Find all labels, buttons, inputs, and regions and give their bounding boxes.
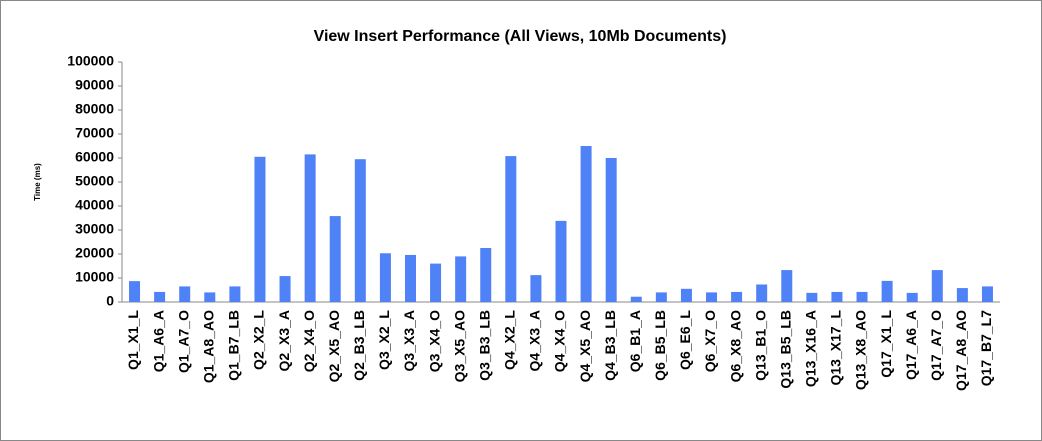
bar [505,156,517,302]
x-tick-label: Q17_A7_O [928,310,944,381]
x-tick-label: Q17_A8_AO [953,310,969,391]
x-tick-label: Q3_X5_AO [451,310,467,382]
y-tick-label: 70000 [75,125,114,141]
bar [605,158,617,302]
bar [304,154,316,302]
bar [806,292,818,302]
bar [906,292,918,302]
bar [856,291,868,302]
bar [706,292,718,302]
bar [379,253,391,302]
x-tick-label: Q6_X8_AO [727,310,743,382]
bar [430,263,442,302]
y-tick-label: 50000 [75,173,114,189]
bar [254,156,266,302]
bar [956,288,968,302]
bar [680,288,692,302]
x-tick-label: Q6_E6_L [677,310,693,370]
x-tick-label: Q4_X2_L [502,310,518,370]
x-tick-label: Q13_B1_O [752,310,768,381]
x-tick-label: Q4_B3_LB [602,310,618,381]
bar [480,248,492,302]
x-tick-label: Q1_A6_A [150,310,166,372]
bar [630,296,642,302]
y-tick-label: 20000 [75,245,114,261]
bar [781,270,793,302]
bar [279,276,291,302]
x-tick-label: Q6_B5_LB [652,310,668,381]
x-tick-label: Q3_X4_O [426,310,442,372]
bar [404,254,416,302]
x-tick-label: Q3_B3_LB [476,310,492,381]
bar [129,281,141,302]
x-tick-label: Q2_X2_L [251,310,267,370]
y-tick-label: 0 [106,293,114,309]
x-tick-label: Q1_X1_L [125,310,141,370]
x-tick-label: Q3_X3_A [401,310,417,371]
x-tick-label: Q13_B5_LB [777,310,793,389]
x-tick-label: Q17_B7_L7 [978,310,994,386]
bar [555,220,567,302]
bar [580,146,592,302]
x-tick-label: Q2_B3_LB [351,310,367,381]
x-tick-label: Q6_X7_O [702,310,718,372]
y-tick-label: 80000 [75,101,114,117]
bar [731,291,743,302]
x-tick-label: Q17_X1_L [878,310,894,378]
bar [179,286,191,302]
x-tick-label: Q13_X16_A [803,310,819,387]
bar [154,291,166,302]
y-axis-label: Time (ms) [33,163,42,201]
x-tick-label: Q4_X3_A [527,310,543,371]
x-tick-label: Q2_X3_A [276,310,292,371]
x-tick-label: Q1_A8_AO [201,310,217,383]
x-tick-label: Q13_X8_AO [853,310,869,390]
x-tick-label: Q3_X2_L [376,310,392,370]
x-tick-label: Q2_X4_O [301,310,317,372]
bar [455,256,467,302]
x-tick-label: Q4_X5_AO [577,310,593,382]
bar [329,216,341,302]
y-tick-label: 10000 [75,269,114,285]
y-tick-label: 100000 [67,53,114,69]
bar [354,159,366,302]
x-tick-label: Q2_X5_AO [326,310,342,382]
y-tick-label: 30000 [75,221,114,237]
x-tick-label: Q4_X4_O [552,310,568,372]
bar [530,275,542,302]
bar [981,286,993,302]
bar [756,284,768,302]
x-tick-label: Q1_A7_O [175,310,191,373]
x-tick-label: Q17_A6_A [903,310,919,380]
bar [204,292,216,302]
x-tick-label: Q6_B1_A [627,310,643,372]
chart-title: View Insert Performance (All Views, 10Mb… [314,28,727,45]
y-tick-label: 60000 [75,149,114,165]
bar [831,291,843,302]
x-tick-label: Q13_X17_L [828,310,844,386]
bar [931,270,943,302]
y-tick-label: 40000 [75,197,114,213]
x-tick-label: Q1_B7_LB [226,310,242,381]
bar [655,292,667,302]
bar [881,280,893,302]
y-tick-label: 90000 [75,77,114,93]
bar [229,286,241,302]
